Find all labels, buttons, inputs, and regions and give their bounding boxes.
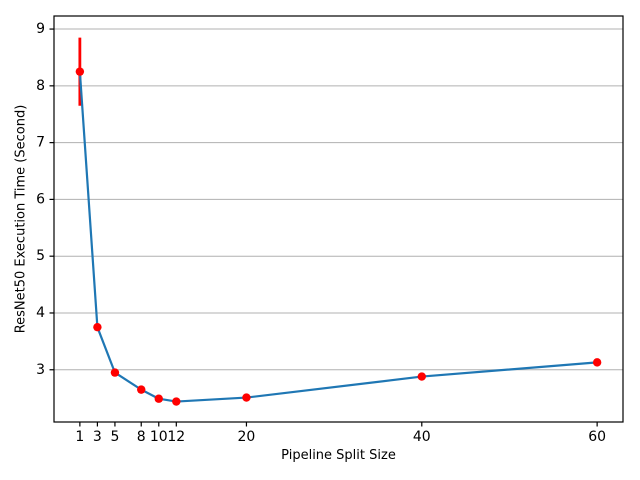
data-point [110,368,120,377]
y-axis-label: ResNet50 Execution Time (Second) [13,104,29,334]
series-line [78,70,599,403]
data-point [154,394,163,403]
data-point [417,372,426,381]
x-tick-label: 60 [588,429,606,445]
y-tick-label: 4 [36,305,45,321]
y-tick-label: 7 [36,135,45,151]
x-tick-label: 5 [110,429,119,445]
y-tick-label: 5 [36,248,45,264]
x-tick-label: 8 [137,429,146,445]
data-point [242,393,251,402]
y-tick-label: 6 [36,191,45,207]
y-tick-label: 3 [36,362,45,378]
data-point [75,67,85,76]
x-tick-label: 20 [238,429,256,445]
x-tick-label: 1 [75,429,84,445]
x-tick-label: 12 [167,429,185,445]
data-point [172,397,181,406]
x-tick-label: 3 [93,429,102,445]
data-point [93,322,102,332]
y-tick-label: 9 [36,21,45,37]
x-axis-label: Pipeline Split Size [281,448,396,463]
x-tick-label: 10 [150,429,168,445]
data-point [592,358,602,367]
x-tick-label: 40 [413,429,431,445]
plot-border [53,15,624,423]
y-tick-label: 8 [36,78,45,94]
data-point [137,385,146,394]
